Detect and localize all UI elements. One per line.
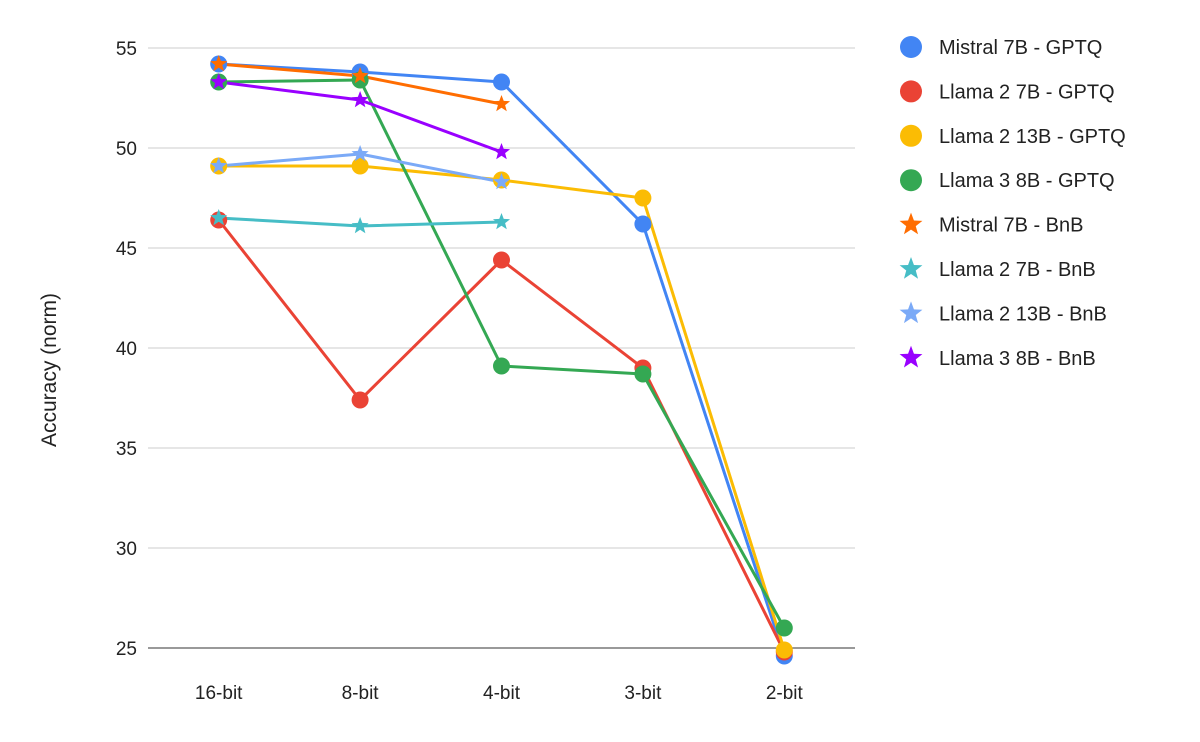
legend-item: Llama 2 7B - BnB xyxy=(899,257,1096,281)
y-tick-label: 45 xyxy=(116,239,137,260)
legend-circle-icon xyxy=(900,169,922,192)
circle-marker-llama-2-13b-gptq xyxy=(634,189,652,207)
legend-label: Llama 3 8B - GPTQ xyxy=(939,170,1115,192)
y-tick-label: 25 xyxy=(116,639,137,660)
y-axis-title: Accuracy (norm) xyxy=(38,293,61,447)
circle-marker-mistral-7b-gptq xyxy=(493,73,510,91)
star-marker-llama-2-13b-bnb xyxy=(492,173,511,190)
circle-marker-llama-3-8b-gptq xyxy=(493,357,510,375)
gridlines xyxy=(148,47,855,649)
star-marker-llama-2-13b-bnb xyxy=(210,157,228,174)
star-marker-llama-2-7b-bnb xyxy=(492,213,511,230)
legend-item: Llama 2 13B - GPTQ xyxy=(900,124,1126,148)
star-marker-llama-3-8b-bnb xyxy=(351,91,369,108)
legend-item: Mistral 7B - GPTQ xyxy=(900,36,1102,59)
star-marker-llama-2-7b-bnb xyxy=(210,209,228,226)
legend-star-icon xyxy=(899,257,923,279)
y-tick-label: 55 xyxy=(116,39,137,60)
series-line-llama-2-7b-gptq xyxy=(217,218,786,654)
series-markers xyxy=(210,55,793,665)
legend-item: Llama 2 7B - GPTQ xyxy=(900,80,1115,103)
legend-label: Llama 3 8B - BnB xyxy=(939,348,1096,370)
legend-circle-icon xyxy=(900,36,922,58)
legend-label: Llama 2 7B - GPTQ xyxy=(939,81,1115,103)
y-tick-label: 35 xyxy=(116,439,137,460)
circle-marker-llama-2-13b-gptq xyxy=(351,157,369,175)
y-axis-ticks: 25 30 35 40 45 50 55 xyxy=(116,39,137,660)
legend-circle-icon xyxy=(900,80,922,103)
legend-label: Mistral 7B - GPTQ xyxy=(939,37,1102,59)
legend-item: Llama 2 13B - BnB xyxy=(899,301,1107,325)
legend: Mistral 7B - GPTQ Llama 2 7B - GPTQ Llama … xyxy=(899,36,1126,370)
star-marker-llama-2-13b-bnb xyxy=(351,145,369,162)
legend-item: Mistral 7B - BnB xyxy=(899,212,1083,237)
y-tick-label: 40 xyxy=(116,339,137,360)
legend-star-icon xyxy=(899,345,923,368)
legend-item: Llama 3 8B - GPTQ xyxy=(900,169,1115,192)
legend-circle-icon xyxy=(900,124,922,147)
x-tick-label: 8-bit xyxy=(342,683,380,704)
x-tick-label: 4-bit xyxy=(483,683,521,704)
circle-marker-llama-2-7b-gptq xyxy=(351,391,369,409)
circle-marker-llama-2-7b-gptq xyxy=(493,251,510,269)
y-tick-label: 30 xyxy=(116,539,137,560)
legend-item: Llama 3 8B - BnB xyxy=(899,345,1096,370)
circle-marker-mistral-7b-gptq xyxy=(634,215,652,233)
circle-marker-llama-3-8b-gptq xyxy=(634,365,652,383)
star-marker-mistral-7b-bnb xyxy=(210,55,228,72)
x-tick-label: 2-bit xyxy=(766,683,804,704)
star-marker-llama-3-8b-bnb xyxy=(492,143,511,160)
circle-marker-llama-3-8b-gptq xyxy=(775,619,793,637)
legend-label: Llama 2 13B - GPTQ xyxy=(939,126,1126,148)
legend-label: Llama 2 7B - BnB xyxy=(939,259,1096,281)
star-marker-mistral-7b-bnb xyxy=(492,95,511,112)
series-line-llama-3-8b-gptq xyxy=(217,78,786,630)
legend-star-icon xyxy=(899,212,923,235)
x-tick-label: 16-bit xyxy=(195,683,243,704)
x-axis-ticks: 16-bit 8-bit 4-bit 3-bit 2-bit xyxy=(195,683,804,704)
legend-label: Mistral 7B - BnB xyxy=(939,215,1083,237)
x-tick-label: 3-bit xyxy=(624,683,662,704)
star-marker-mistral-7b-bnb xyxy=(351,67,369,84)
series-line-llama-2-13b-gptq xyxy=(217,164,786,652)
star-marker-llama-2-7b-bnb xyxy=(351,217,369,234)
legend-label: Llama 2 13B - BnB xyxy=(939,303,1107,325)
star-marker-llama-3-8b-bnb xyxy=(210,73,228,90)
legend-star-icon xyxy=(899,301,923,324)
circle-marker-llama-2-13b-gptq xyxy=(775,641,793,659)
y-tick-label: 50 xyxy=(116,139,137,160)
